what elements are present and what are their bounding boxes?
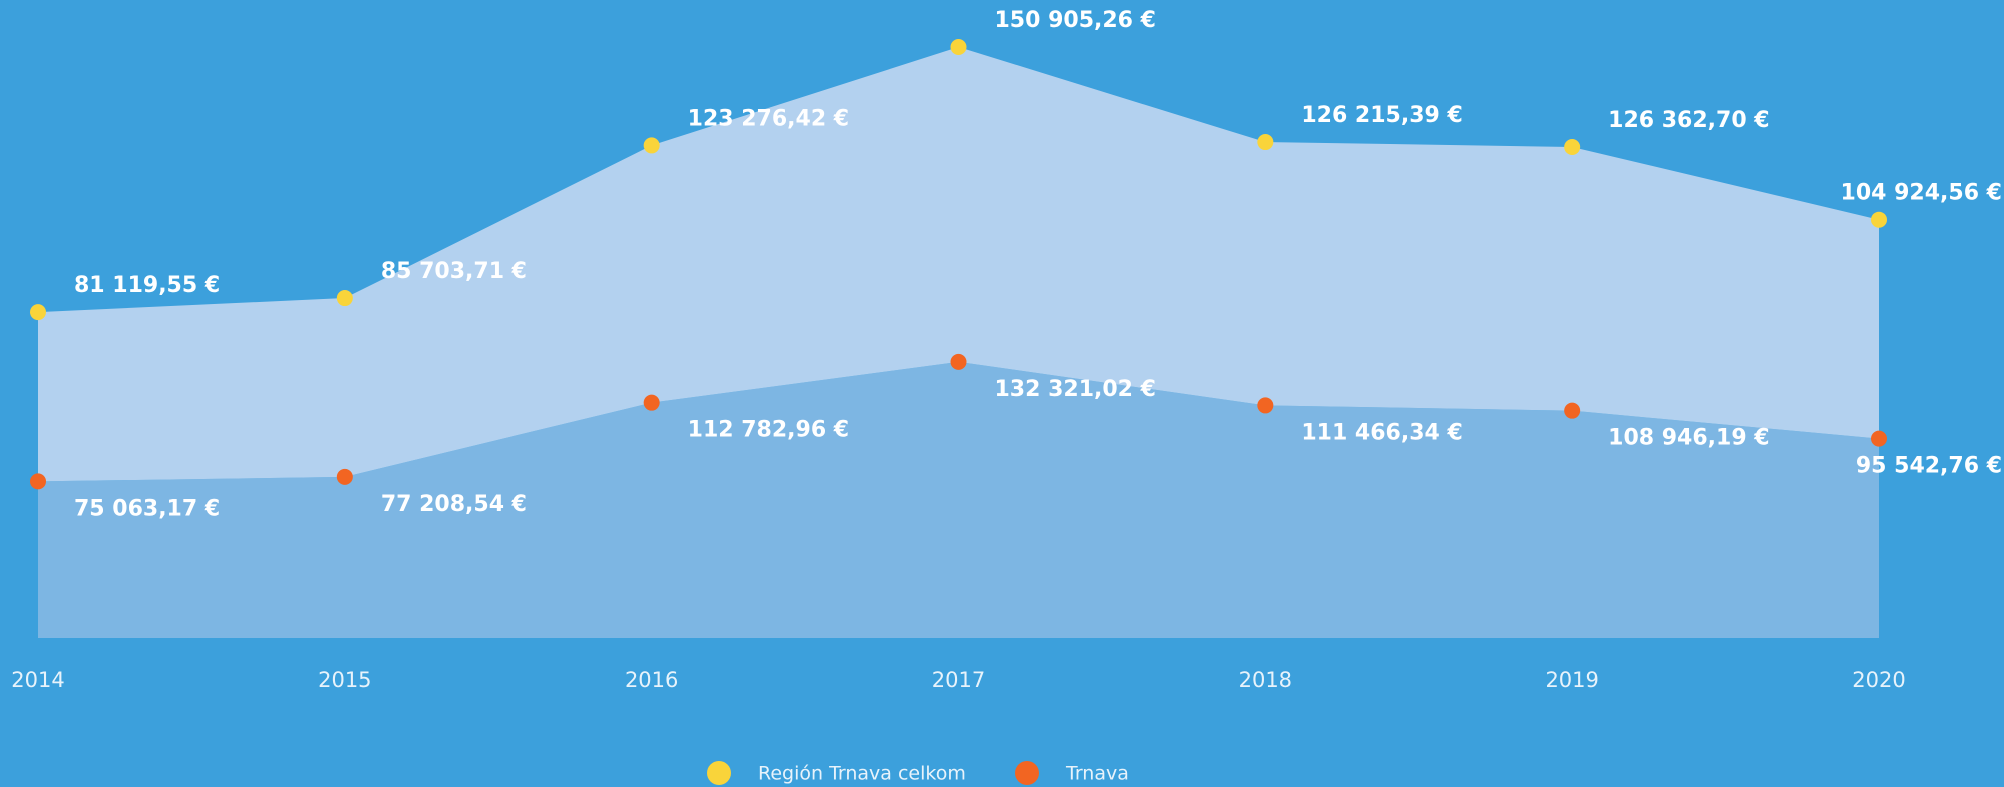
x-tick-label: 2019 (1545, 668, 1598, 692)
x-tick-label: 2015 (318, 668, 371, 692)
value-label: 126 215,39 € (1301, 103, 1462, 128)
value-label: 75 063,17 € (74, 496, 220, 521)
point (1564, 138, 1581, 155)
point (643, 394, 660, 411)
value-label: 85 703,71 € (381, 259, 527, 284)
area (38, 47, 1879, 482)
value-label: 95 542,76 € (1856, 454, 2002, 479)
point (336, 468, 353, 485)
point (1871, 430, 1887, 447)
x-tick-label: 2017 (932, 668, 985, 692)
point (336, 290, 353, 307)
point (950, 39, 967, 56)
point (30, 473, 46, 490)
point (1257, 397, 1274, 414)
legend-marker (707, 761, 731, 785)
x-tick-label: 2014 (11, 668, 64, 692)
legend-marker (1015, 761, 1039, 785)
point (643, 137, 660, 154)
value-label: 104 924,56 € (1841, 181, 2002, 206)
legend-label: Región Trnava celkom (758, 763, 966, 785)
value-label: 81 119,55 € (74, 273, 220, 298)
value-label: 108 946,19 € (1608, 426, 1769, 451)
legend-label: Trnava (1065, 763, 1129, 785)
point (950, 353, 967, 370)
value-label: 77 208,54 € (381, 492, 527, 517)
area (38, 361, 1879, 638)
point (1564, 402, 1581, 419)
point (1871, 211, 1887, 228)
value-label: 132 321,02 € (995, 377, 1156, 402)
value-label: 150 905,26 € (995, 8, 1156, 33)
point (1257, 134, 1274, 151)
x-tick-label: 2020 (1852, 668, 1905, 692)
value-label: 111 466,34 € (1301, 420, 1462, 445)
point (30, 304, 46, 321)
x-tick-label: 2018 (1239, 668, 1292, 692)
value-label: 123 276,42 € (688, 106, 849, 131)
x-tick-label: 2016 (625, 668, 678, 692)
value-label: 112 782,96 € (688, 418, 849, 443)
value-label: 126 362,70 € (1608, 108, 1769, 133)
